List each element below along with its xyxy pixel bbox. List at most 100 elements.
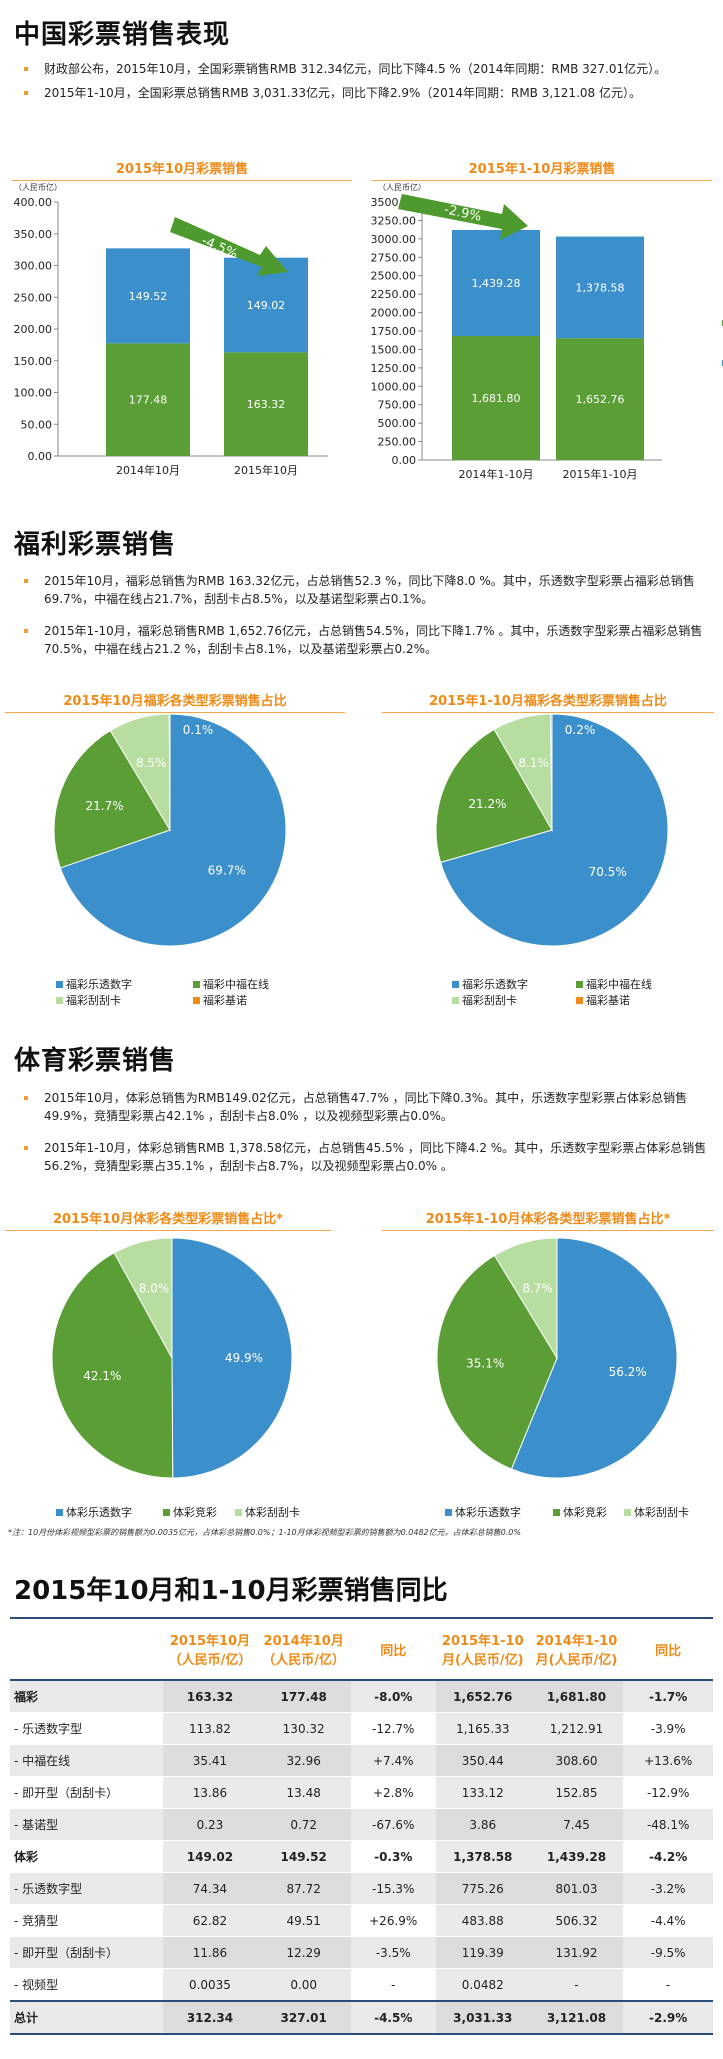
table-cell: 3,121.08 (529, 2000, 624, 2035)
table-cell: 0.00 (256, 1968, 351, 2002)
table-cell: 0.0482 (435, 1968, 530, 2002)
legend-label: 福彩基诺 (203, 993, 247, 1007)
legend-label: 福彩刮刮卡 (462, 993, 517, 1007)
column-header: 2014年10月（人民币/亿） (256, 1617, 351, 1681)
legend-swatch (193, 981, 200, 988)
y-tick-label: 300.00 (14, 260, 53, 273)
row-label: - 竞猜型 (10, 1904, 164, 1937)
table-cell: -1.7% (623, 1680, 713, 1713)
table-cell: -4.2% (623, 1840, 713, 1873)
data-label: 149.02 (247, 299, 286, 312)
table-cell: -3.2% (623, 1872, 713, 1905)
table-title: 2015年10月和1-10月彩票销售同比 (14, 1576, 448, 1606)
table-cell: -8.0% (350, 1680, 436, 1713)
pie-label: 56.2% (609, 1365, 647, 1379)
table-row: - 即开型（刮刮卡） 13.86 13.48 +2.8% 133.12 152.85 -12… (10, 1776, 713, 1809)
table-row: - 中福在线 35.41 32.96 +7.4% 350.44 308.60 +13.6% (10, 1744, 713, 1777)
section-title-china-lottery: 中国彩票销售表现 (14, 20, 231, 50)
pie-slice (53, 729, 171, 869)
table-cell: 1,652.76 (435, 1680, 530, 1713)
bullet: 财政部公布，2015年10月，全国彩票销售RMB 312.34亿元，同比下降4.… (18, 60, 708, 78)
table-cell: 0.0035 (163, 1968, 257, 2002)
pie-slice (493, 1237, 558, 1360)
change-annotation: -2.9% (443, 202, 483, 225)
trend-arrow (170, 217, 288, 276)
legend-label: 体彩刮刮卡 (245, 1505, 300, 1519)
legend-swatch (553, 1509, 560, 1516)
pie-slice (51, 1252, 174, 1479)
table-cell: 131.92 (529, 1936, 624, 1969)
table-cell: -3.5% (350, 1936, 436, 1969)
table-cell: 327.01 (256, 2000, 351, 2035)
table-cell: 0.23 (163, 1808, 257, 1841)
pie-label: 8.5% (136, 756, 167, 770)
y-tick-label: 250.00 (378, 436, 417, 449)
pie-slice (113, 1237, 173, 1359)
pie-slice (550, 713, 553, 831)
table-cell: 163.32 (163, 1680, 257, 1713)
table-cell: 3,031.33 (435, 2000, 530, 2035)
y-tick-label: 0.00 (28, 450, 53, 463)
x-tick-label: 2015年1-10月 (563, 467, 638, 481)
table-cell: +2.8% (350, 1776, 436, 1809)
table-cell: 1,212.91 (529, 1712, 624, 1745)
legend-label: 福彩基诺 (586, 993, 630, 1007)
bar-sports (556, 236, 644, 339)
y-tick-label: 3000.00 (371, 233, 417, 246)
y-tick-label: 50.00 (21, 418, 53, 431)
table-cell: -3.9% (623, 1712, 713, 1745)
table-cell: 801.03 (529, 1872, 624, 1905)
legend-label: 体彩乐透数字 (66, 1505, 132, 1519)
legend-swatch (624, 1509, 631, 1516)
table-cell: 308.60 (529, 1744, 624, 1777)
y-tick-label: 500.00 (378, 417, 417, 430)
legend-label: 福彩中福在线 (586, 977, 652, 991)
legend-swatch (56, 981, 63, 988)
legend-label: 福彩中福在线 (203, 977, 269, 991)
table-cell: 350.44 (435, 1744, 530, 1777)
table-cell: 35.41 (163, 1744, 257, 1777)
pie-label: 0.1% (183, 723, 214, 737)
table-row: - 基诺型 0.23 0.72 -67.6% 3.86 7.45 -48.1% (10, 1808, 713, 1841)
table-cell: 130.32 (256, 1712, 351, 1745)
pie-slice (435, 728, 553, 863)
y-tick-label: 750.00 (378, 399, 417, 412)
y-tick-label: 1500.00 (371, 343, 417, 356)
section-title-sports-lottery: 体育彩票销售 (14, 1046, 177, 1076)
table-cell: - (529, 1968, 624, 2002)
y-axis-label: （人民币亿） (14, 182, 62, 192)
table-cell: 49.51 (256, 1904, 351, 1937)
bullet: 2015年10月，体彩总销售为RMB149.02亿元，占总销售47.7% ，同比… (18, 1089, 708, 1125)
table-row: - 视频型 0.0035 0.00-0.0482- - (10, 1968, 713, 2002)
table-cell: -4.4% (623, 1904, 713, 1937)
pie-label: 69.7% (208, 863, 246, 877)
y-tick-label: 2500.00 (371, 270, 417, 283)
table-row: 福彩 163.32 177.48 -8.0% 1,652.76 1,681.80 -1.7% (10, 1680, 713, 1713)
x-tick-label: 2015年10月 (234, 463, 298, 477)
legend-label: 福彩乐透数字 (66, 977, 132, 991)
bar-welfare (224, 352, 308, 456)
section-title-welfare-lottery: 福利彩票销售 (14, 530, 177, 560)
table-cell: 0.72 (256, 1808, 351, 1841)
section1-bullets: 财政部公布，2015年10月，全国彩票销售RMB 312.34亿元，同比下降4.… (18, 60, 708, 108)
table-cell: -12.7% (350, 1712, 436, 1745)
chart-title: 2015年1-10月福彩各类型彩票销售占比 (382, 690, 714, 713)
table-cell: 1,378.58 (435, 1840, 530, 1873)
table-cell: +7.4% (350, 1744, 436, 1777)
pie-label: 35.1% (466, 1357, 504, 1371)
chart-title: 2015年10月彩票销售 (12, 158, 352, 181)
table-cell: 775.26 (435, 1872, 530, 1905)
legend-swatch (452, 981, 459, 988)
legend-swatch (193, 997, 200, 1004)
y-tick-label: 350.00 (14, 228, 53, 241)
column-header (10, 1617, 164, 1681)
trend-arrow (398, 194, 528, 240)
table-cell: -15.3% (350, 1872, 436, 1905)
table-row: 体彩 149.02 149.52 -0.3% 1,378.58 1,439.28 -4.2% (10, 1840, 713, 1873)
pie-label: 8.0% (139, 1281, 170, 1295)
legend-label: 福彩乐透数字 (462, 977, 528, 991)
section3-bullets: 2015年10月，体彩总销售为RMB149.02亿元，占总销售47.7% ，同比… (18, 1089, 708, 1181)
bar-chart-oct: （人民币亿） 0.00 50.00 100.00 150.00 200.00 250.00 3… (14, 182, 328, 477)
column-header: 2014年1-10月(人民币/亿) (529, 1617, 624, 1681)
